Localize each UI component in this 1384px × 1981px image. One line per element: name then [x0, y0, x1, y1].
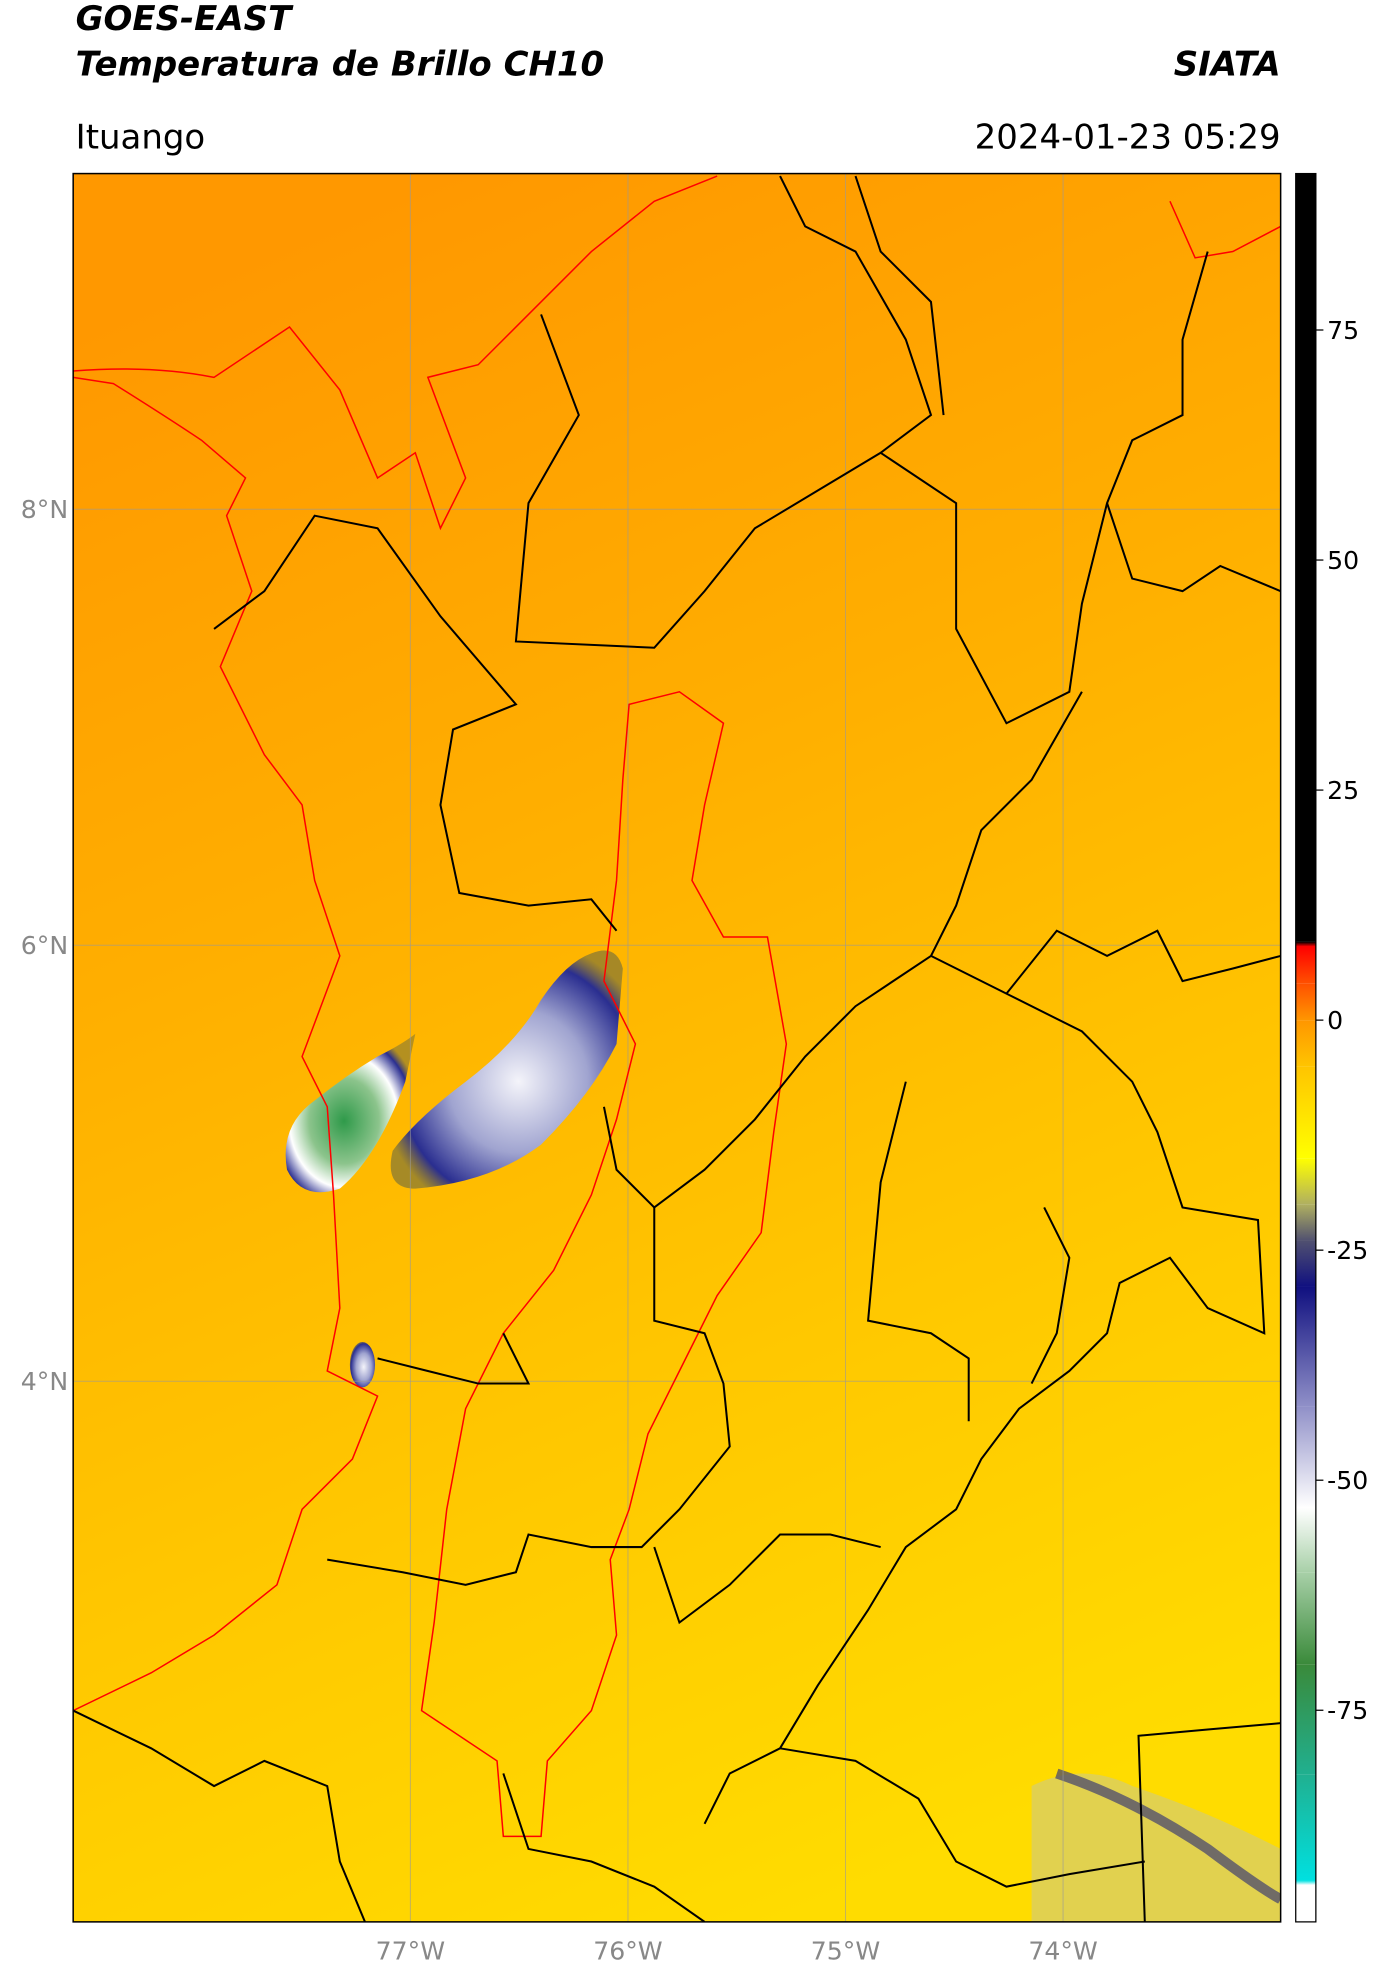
colorbar-segment	[1295, 941, 1316, 947]
colorbar-segment	[1295, 1020, 1316, 1067]
colorbar-segment	[1295, 1240, 1316, 1287]
colorbar-segment	[1295, 1406, 1316, 1508]
borders	[73, 175, 1281, 1922]
colorbar-segment	[1295, 1664, 1316, 1775]
cloud	[1031, 1773, 1281, 1922]
colorbar-segment	[1295, 173, 1316, 942]
colorbar-segment	[1295, 1204, 1316, 1241]
colorbar-segment	[1295, 1880, 1316, 1886]
x-tick-label: 75°W	[811, 1937, 881, 1966]
map	[73, 173, 1281, 1922]
map-frame	[72, 172, 1282, 1923]
colorbar-segment	[1295, 1572, 1316, 1665]
title: GOES-EAST	[76, 0, 294, 39]
cloud	[349, 1342, 376, 1388]
cloud	[285, 1033, 416, 1193]
graticule	[73, 173, 1281, 1922]
colorbar-tick-label: 25	[1327, 776, 1359, 805]
colorbar-tick-label: 75	[1327, 316, 1359, 345]
colorbar-tick-label: -25	[1327, 1236, 1368, 1265]
colorbar-segment	[1295, 946, 1316, 984]
colorbar-frame	[1295, 172, 1317, 1923]
colorbar-segment	[1295, 1885, 1316, 1922]
x-tick-label: 77°W	[376, 1937, 446, 1966]
cloud	[390, 950, 623, 1189]
colorbar-tick-label: 0	[1327, 1006, 1343, 1035]
colorbar-segment	[1295, 983, 1316, 1021]
y-tick-label: 6°N	[21, 931, 68, 960]
colorbar-segment	[1295, 1507, 1316, 1573]
subtitle: Temperatura de Brillo CH10	[76, 44, 604, 84]
location: Ituango	[76, 117, 206, 157]
x-tick-label: 74°W	[1028, 1937, 1098, 1966]
colorbar-segment	[1295, 1286, 1316, 1407]
colorbar-segment	[1295, 1066, 1316, 1159]
colorbar-tick-label: -50	[1327, 1466, 1368, 1495]
datetime: 2024-01-23 05:29	[975, 117, 1281, 157]
x-tick-label: 76°W	[593, 1937, 663, 1966]
colorbar-segment	[1295, 1774, 1316, 1881]
map-background	[73, 173, 1281, 1922]
colorbar: -75 -50 -25 0 25 50 75	[1295, 173, 1368, 1922]
y-tick-label: 4°N	[21, 1367, 68, 1396]
cloud	[1055, 1768, 1281, 1904]
y-tick-label: 8°N	[21, 495, 68, 524]
source: SIATA	[1174, 44, 1281, 84]
colorbar-tick-label: -75	[1327, 1696, 1368, 1725]
colorbar-segment	[1295, 1158, 1316, 1205]
colorbar-tick-label: 50	[1327, 546, 1359, 575]
